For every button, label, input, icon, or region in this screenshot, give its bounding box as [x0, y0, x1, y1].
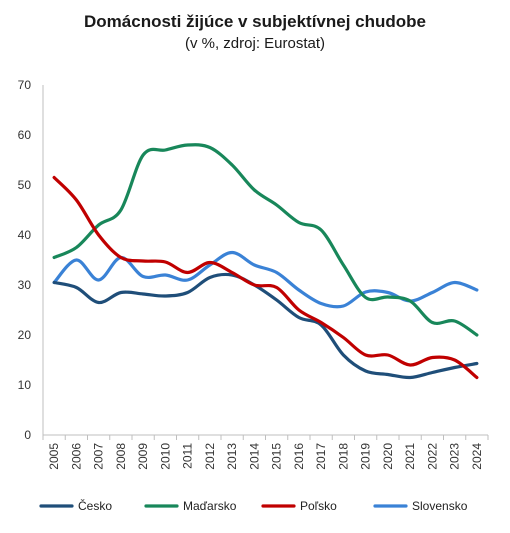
x-tick-label: 2005 — [47, 443, 61, 470]
y-tick-label: 10 — [18, 378, 32, 392]
x-tick-label: 2008 — [114, 443, 128, 470]
x-tick-label: 2013 — [225, 443, 239, 470]
x-tick-label: 2012 — [203, 443, 217, 470]
series-lines — [52, 143, 479, 380]
x-tick-label: 2017 — [314, 443, 328, 470]
legend: Česko Maďarsko Poľsko Slovensko — [39, 498, 468, 513]
x-tick-label: 2018 — [336, 443, 350, 470]
x-tick-label: 2015 — [270, 443, 284, 470]
series-line-polsko — [52, 175, 479, 380]
x-tick-label: 2020 — [381, 443, 395, 470]
y-tick-label: 70 — [18, 78, 32, 92]
legend-label-madarsko: Maďarsko — [183, 499, 237, 513]
y-tick-label: 0 — [24, 428, 31, 442]
x-tick-label: 2007 — [92, 443, 106, 470]
y-tick-label: 60 — [18, 128, 32, 142]
y-tick-label: 20 — [18, 328, 32, 342]
x-axis: 2005 2006 2007 2008 2009 2010 2011 2012 2013 2014… — [42, 434, 489, 470]
y-tick-label: 40 — [18, 228, 32, 242]
legend-label-slovensko: Slovensko — [412, 499, 468, 513]
x-tick-label: 2016 — [292, 443, 306, 470]
x-tick-label: 2009 — [136, 443, 150, 470]
x-tick-label: 2011 — [181, 443, 195, 469]
x-tick-label: 2024 — [470, 443, 484, 470]
x-tick-label: 2021 — [403, 443, 417, 470]
legend-label-cesko: Česko — [78, 498, 112, 513]
x-tick-label: 2019 — [359, 443, 373, 470]
x-tick-label: 2006 — [69, 443, 83, 470]
x-tick-label: 2014 — [247, 443, 261, 470]
chart-title: Domácnosti žijúce v subjektívnej chudobe — [84, 12, 426, 31]
x-tick-label: 2010 — [158, 443, 172, 470]
chart-subtitle: (v %, zdroj: Eurostat) — [184, 35, 326, 52]
y-axis: 0 10 20 30 40 50 60 70 — [18, 78, 44, 442]
x-tick-label: 2022 — [425, 443, 439, 470]
series-line-madarsko — [52, 143, 479, 337]
y-tick-label: 30 — [18, 278, 32, 292]
series-line-cesko — [52, 272, 479, 380]
series-line-slovensko — [52, 250, 479, 309]
x-tick-label: 2023 — [448, 443, 462, 470]
legend-label-polsko: Poľsko — [300, 499, 337, 513]
y-tick-label: 50 — [18, 178, 32, 192]
